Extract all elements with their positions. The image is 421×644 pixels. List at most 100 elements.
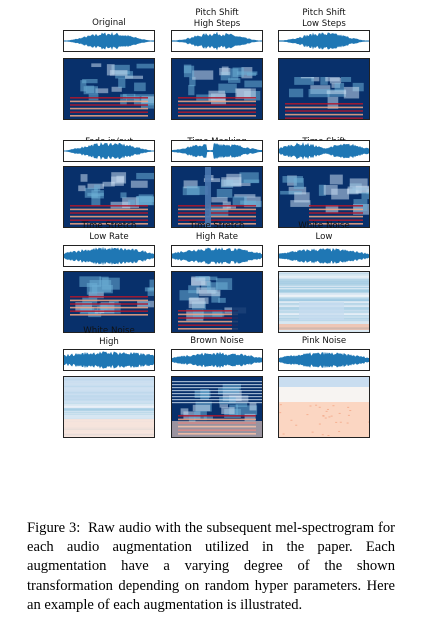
- spectrogram-harmonic: [178, 111, 256, 113]
- spectrogram-harmonic: [178, 97, 256, 99]
- spectrogram-noise: [64, 414, 154, 417]
- spectrogram-blob: [82, 78, 98, 84]
- spectrogram-noise: [279, 320, 369, 322]
- mel-spectrogram: [278, 376, 370, 438]
- spectrogram-noise: [172, 396, 262, 398]
- spectrogram-blob: [343, 86, 360, 99]
- spectrogram-noise: [311, 431, 314, 433]
- spectrogram-blob: [216, 188, 233, 198]
- spectrogram-harmonic: [285, 103, 363, 105]
- waveform-plot: [63, 30, 155, 52]
- spectrogram-blob: [347, 186, 369, 194]
- spectrogram-blob: [320, 76, 328, 85]
- spectrogram-noise: [279, 276, 369, 278]
- mel-spectrogram: [63, 166, 155, 228]
- spectrogram-noise: [306, 414, 309, 416]
- caption-label: Figure 3:: [27, 520, 81, 536]
- spectrogram-blob: [220, 71, 231, 81]
- spectrogram-noise: [172, 399, 262, 401]
- spectrogram-blob: [91, 63, 102, 68]
- spectrogram-noise: [338, 430, 341, 432]
- panel-title: Original: [92, 18, 126, 28]
- spectrogram-harmonic: [178, 212, 256, 214]
- spectrogram-mask: [205, 167, 211, 227]
- mel-spectrogram: [63, 271, 155, 333]
- spectrogram-blob: [217, 388, 240, 395]
- spectrogram-noise: [172, 390, 262, 392]
- spectrogram-blob: [236, 88, 251, 98]
- spectrogram-noise: [279, 289, 369, 292]
- spectrogram-noise: [279, 404, 282, 406]
- spectrogram-blob: [80, 174, 88, 182]
- spectrogram-blob: [138, 194, 154, 206]
- spectrogram-blob: [206, 282, 218, 293]
- spectrogram-harmonic: [178, 328, 238, 330]
- spectrogram-harmonic: [70, 100, 148, 103]
- spectrogram-harmonic: [70, 223, 148, 225]
- spectrogram-blob: [120, 94, 127, 106]
- spectrogram-harmonic: [178, 115, 256, 117]
- waveform-plot: [171, 30, 263, 52]
- spectrogram-blob: [192, 404, 211, 412]
- spectrogram-harmonic: [70, 299, 148, 302]
- spectrogram-harmonic: [70, 104, 148, 106]
- spectrogram-blob: [329, 174, 343, 185]
- spectrogram-noise: [338, 412, 341, 414]
- spectrogram-blob: [288, 186, 307, 195]
- waveform-plot: [171, 349, 263, 371]
- spectrogram-harmonic: [309, 223, 363, 225]
- spectrogram-blob: [218, 297, 226, 303]
- spectrogram-noise: [309, 405, 312, 407]
- spectrogram-noise: [324, 417, 327, 419]
- spectrogram-harmonic: [70, 314, 148, 316]
- panel-title: Time Stretch Low Rate: [81, 221, 137, 242]
- spectrogram-noise: [279, 299, 369, 302]
- spectrogram-noise: [279, 291, 369, 293]
- spectrogram-blob: [189, 76, 196, 87]
- spectrogram-noise: [321, 434, 324, 436]
- figure-caption: Figure 3: Raw audio with the subsequent …: [27, 519, 395, 615]
- spectrogram-noise: [279, 322, 369, 325]
- spectrogram-empty-region: [279, 59, 369, 77]
- spectrogram-noise: [347, 414, 350, 416]
- spectrogram-harmonic: [178, 107, 256, 110]
- spectrogram-blob: [83, 86, 98, 95]
- spectrogram-harmonic: [70, 107, 148, 110]
- spectrogram-noise: [290, 419, 293, 421]
- spectrogram-blob: [186, 185, 208, 195]
- spectrogram-noise: [279, 297, 369, 300]
- spectrogram-noise: [315, 404, 318, 406]
- figure-grid: Original Pitch Shift High Steps Pitch Shif…: [63, 8, 370, 438]
- spectrogram-blob: [294, 192, 310, 203]
- spectrogram-harmonic: [70, 111, 148, 113]
- panel-title: Pitch Shift High Steps: [193, 8, 241, 29]
- panel-title: Brown Noise: [190, 336, 244, 346]
- spectrogram-noise: [279, 295, 369, 298]
- spectrogram-blob: [243, 200, 262, 207]
- mel-spectrogram: [171, 166, 263, 228]
- mel-spectrogram: [171, 376, 263, 438]
- spectrogram-blob: [330, 77, 342, 84]
- spectrogram-blob: [188, 285, 200, 294]
- panel-title: Pink Noise: [301, 336, 347, 346]
- panel-title: Time Stretch High Rate: [189, 221, 245, 242]
- spectrogram-blob: [353, 199, 368, 211]
- spectrogram-harmonic: [70, 205, 148, 207]
- waveform-plot: [278, 245, 370, 267]
- spectrogram-blob: [199, 289, 221, 297]
- spectrogram-blob: [118, 78, 126, 88]
- spectrogram-noise: [279, 286, 369, 288]
- spectrogram-noise: [279, 281, 369, 284]
- spectrogram-noise: [349, 410, 352, 412]
- spectrogram-noise: [326, 408, 329, 410]
- spectrogram-harmonic: [309, 205, 363, 207]
- spectrogram-noise: [279, 274, 369, 277]
- spectrogram-blob: [91, 194, 101, 206]
- spectrogram-noise: [64, 377, 154, 403]
- spectrogram-blob: [111, 176, 124, 186]
- spectrogram-blob: [211, 291, 220, 303]
- waveform-plot: [278, 30, 370, 52]
- spectrogram-blob: [323, 185, 338, 195]
- spectrogram-blob: [192, 70, 214, 80]
- spectrogram-harmonic: [178, 104, 256, 106]
